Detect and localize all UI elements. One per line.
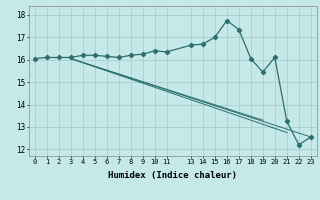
X-axis label: Humidex (Indice chaleur): Humidex (Indice chaleur) bbox=[108, 171, 237, 180]
